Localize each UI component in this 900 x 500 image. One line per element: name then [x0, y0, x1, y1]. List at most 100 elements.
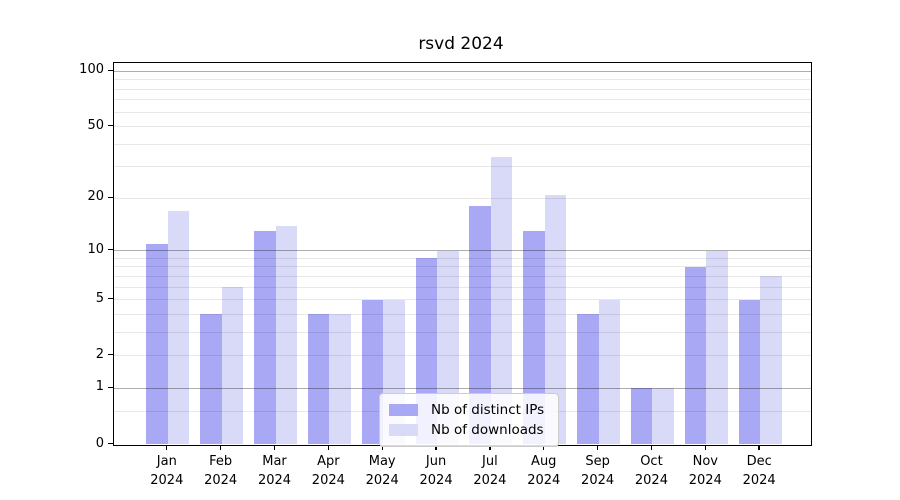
plot-area [112, 62, 812, 446]
bar-ips-jan [146, 243, 168, 445]
x-tick-year-oct: 2024 [634, 472, 668, 488]
legend-swatch-ips [389, 404, 418, 416]
gridline-minor-4 [113, 313, 811, 315]
bar-ips-may [361, 299, 384, 445]
gridline-minor-5 [113, 299, 811, 301]
legend-label-downloads: Nb of downloads [431, 422, 544, 438]
x-tick-year-dec: 2024 [742, 472, 776, 488]
x-tick-month-jan: Jan [156, 453, 177, 469]
bar-downloads-jan [167, 210, 190, 445]
legend-label-distinct-ips: Nb of distinct IPs [431, 402, 545, 418]
y-tick-mark-1 [108, 386, 113, 389]
x-tick-label-jul: Jul 2024 [458, 452, 522, 490]
x-tick-year-mar: 2024 [257, 472, 292, 488]
bar-ips-aug [523, 231, 545, 445]
y-tick-label-10: 10 [87, 241, 104, 257]
x-tick-year-jul: 2024 [473, 472, 507, 488]
gridline-minor-90 [113, 79, 811, 81]
y-tick-label-50: 50 [87, 117, 104, 133]
legend: Nb of distinct IPs Nb of downloads [379, 393, 560, 447]
x-tick-year-apr: 2024 [311, 472, 345, 488]
x-tick-month-apr: Apr [317, 453, 340, 469]
x-tick-month-dec: Dec [746, 453, 772, 469]
x-tick-mark-sep [596, 445, 599, 450]
x-tick-year-jun: 2024 [419, 472, 453, 488]
x-tick-mark-oct [650, 445, 653, 450]
y-tick-label-20: 20 [87, 189, 104, 205]
gridline-minor-6 [113, 286, 811, 288]
x-tick-mark-mar [273, 445, 276, 450]
legend-item-downloads: Nb of downloads [389, 420, 544, 440]
bar-downloads-jul [490, 157, 513, 445]
bar-downloads-mar [275, 225, 297, 445]
y-tick-mark-50 [108, 124, 113, 127]
bar-ips-jul [469, 206, 491, 445]
gridline-major-1 [113, 387, 811, 389]
bar-ips-nov [684, 266, 707, 445]
legend-swatch-downloads [389, 424, 418, 436]
bar-ips-sep [577, 314, 599, 445]
x-tick-mark-feb [219, 445, 222, 450]
bar-downloads-sep [598, 299, 621, 445]
y-tick-mark-20 [108, 196, 113, 199]
y-tick-mark-10 [108, 248, 113, 251]
gridline-minor-8 [113, 266, 811, 268]
gridline-minor-80 [113, 88, 811, 90]
x-tick-label-oct: Oct 2024 [619, 452, 683, 490]
gridline-minor-70 [113, 99, 811, 101]
x-tick-year-jan: 2024 [150, 472, 184, 488]
x-tick-label-jan: Jan 2024 [135, 452, 199, 490]
bar-downloads-aug [544, 194, 567, 445]
bar-ips-oct [630, 388, 653, 445]
x-tick-month-jun: Jun [425, 453, 447, 469]
x-tick-month-sep: Sep [585, 453, 610, 469]
x-tick-month-feb: Feb [209, 453, 233, 469]
x-tick-year-sep: 2024 [581, 472, 615, 488]
y-tick-label-0: 0 [95, 435, 104, 451]
x-tick-label-mar: Mar 2024 [243, 452, 307, 490]
x-tick-month-may: May [368, 453, 396, 469]
gridline-minor-9 [113, 257, 811, 259]
y-tick-label-2: 2 [95, 346, 104, 362]
y-tick-label-5: 5 [95, 290, 104, 306]
x-tick-label-aug: Aug 2024 [512, 452, 576, 490]
x-tick-label-sep: Sep 2024 [566, 452, 630, 490]
bar-ips-dec [738, 299, 761, 445]
x-tick-month-jul: Jul [482, 453, 498, 469]
gridline-minor-60 [113, 111, 811, 113]
bar-downloads-dec [760, 276, 782, 445]
chart-title: rsvd 2024 [418, 34, 504, 54]
x-tick-mark-nov [704, 445, 706, 450]
x-tick-month-aug: Aug [531, 453, 557, 469]
x-tick-year-feb: 2024 [204, 472, 238, 488]
x-tick-label-jun: Jun 2024 [404, 452, 468, 490]
bar-ips-feb [200, 314, 222, 445]
y-tick-label-100: 100 [79, 62, 104, 78]
y-tick-mark-5 [108, 297, 113, 300]
gridline-minor-30 [113, 166, 811, 168]
x-tick-mark-jun [435, 445, 437, 450]
gridline-minor-7 [113, 275, 811, 277]
y-tick-mark-0 [108, 442, 113, 445]
gridline-minor-20 [113, 197, 811, 199]
x-tick-month-mar: Mar [262, 453, 287, 469]
x-tick-month-oct: Oct [640, 453, 663, 469]
x-tick-label-apr: Apr 2024 [296, 452, 360, 490]
bar-downloads-apr [329, 314, 351, 445]
x-tick-label-may: May 2024 [350, 452, 414, 490]
gridline-minor-2 [113, 355, 811, 357]
bar-ips-apr [307, 314, 330, 445]
x-tick-label-feb: Feb 2024 [189, 452, 253, 490]
bar-ips-mar [254, 231, 276, 445]
x-tick-mark-may [381, 445, 383, 450]
x-tick-mark-jan [166, 445, 168, 450]
bar-downloads-oct [652, 388, 674, 445]
x-tick-year-aug: 2024 [527, 472, 561, 488]
x-tick-label-nov: Nov 2024 [673, 452, 737, 490]
y-tick-mark-2 [108, 353, 113, 356]
y-tick-mark-100 [108, 69, 113, 72]
x-tick-month-nov: Nov [692, 453, 718, 469]
x-tick-year-nov: 2024 [688, 472, 722, 488]
x-tick-label-dec: Dec 2024 [727, 452, 791, 490]
bar-downloads-feb [221, 287, 244, 445]
